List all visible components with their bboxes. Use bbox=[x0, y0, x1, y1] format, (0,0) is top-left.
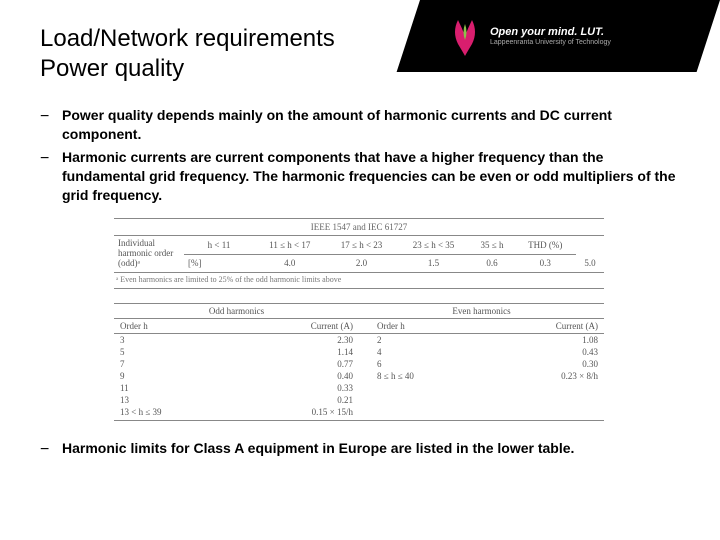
bullet-item: − Harmonic currents are current componen… bbox=[40, 148, 678, 205]
t1-h1: 11 ≤ h < 17 bbox=[254, 236, 326, 254]
t1-h3: 23 ≤ h < 35 bbox=[398, 236, 470, 254]
t2-col-order-r: Order h bbox=[359, 319, 482, 334]
harmonic-limits-table-2: Odd harmonics Even harmonics Order h Cur… bbox=[114, 303, 604, 421]
bullet-text-3: Harmonic limits for Class A equipment in… bbox=[62, 439, 574, 458]
bullet-item: − Power quality depends mainly on the am… bbox=[40, 106, 678, 144]
t2-cell: 9 bbox=[114, 370, 237, 382]
t2-col-order-l: Order h bbox=[114, 319, 237, 334]
t2-cell: 5 bbox=[114, 346, 237, 358]
dash-icon: − bbox=[40, 106, 62, 128]
t2-cell: 13 bbox=[114, 394, 237, 406]
harmonic-limits-table-1: Individual harmonic order (odd)ᵃ h < 11 … bbox=[114, 236, 604, 273]
logo-subline: Lappeenranta University of Technology bbox=[490, 39, 611, 46]
t1-v1: 2.0 bbox=[326, 254, 398, 272]
t2-cell: 0.77 bbox=[237, 358, 360, 370]
tables-container: IEEE 1547 and IEC 61727 Individual harmo… bbox=[114, 218, 604, 421]
dash-icon: − bbox=[40, 439, 62, 461]
table1-row-label: Individual harmonic order (odd)ᵃ bbox=[114, 236, 184, 272]
t2-cell: 2 bbox=[359, 334, 482, 347]
bullet-text-1: Power quality depends mainly on the amou… bbox=[62, 106, 678, 144]
t2-cell: 3 bbox=[114, 334, 237, 347]
t2-cell: 6 bbox=[359, 358, 482, 370]
bullet-item: − Harmonic limits for Class A equipment … bbox=[40, 439, 678, 461]
t2-cell: 7 bbox=[114, 358, 237, 370]
t2-cell: 4 bbox=[359, 346, 482, 358]
t2-cell: 11 bbox=[114, 382, 237, 394]
t2-cell: 0.21 bbox=[237, 394, 360, 406]
t2-cell: 0.23 × 8/h bbox=[482, 370, 605, 382]
t2-cell: 1.14 bbox=[237, 346, 360, 358]
t2-left-header: Odd harmonics bbox=[114, 304, 359, 319]
t1-h5: THD (%) bbox=[515, 236, 576, 254]
table1-footnote: ᵃ Even harmonics are limited to 25% of t… bbox=[114, 273, 604, 289]
t2-cell: 8 ≤ h ≤ 40 bbox=[359, 370, 482, 382]
t1-v0: 4.0 bbox=[254, 254, 326, 272]
t1-pct-label: [%] bbox=[184, 254, 254, 272]
t1-v2: 1.5 bbox=[398, 254, 470, 272]
dash-icon: − bbox=[40, 148, 62, 170]
t1-v3: 0.6 bbox=[470, 254, 515, 272]
bullet-text-2: Harmonic currents are current components… bbox=[62, 148, 678, 205]
t2-right-header: Even harmonics bbox=[359, 304, 604, 319]
t2-cell: 0.15 × 15/h bbox=[237, 406, 360, 421]
t2-cell: 13 < h ≤ 39 bbox=[114, 406, 237, 421]
t2-cell: 0.43 bbox=[482, 346, 605, 358]
t2-cell: 2.30 bbox=[237, 334, 360, 347]
t2-cell: 0.40 bbox=[237, 370, 360, 382]
university-logo: Open your mind. LUT. Lappeenranta Univer… bbox=[448, 6, 708, 66]
t1-h4: 35 ≤ h bbox=[470, 236, 515, 254]
table1-caption: IEEE 1547 and IEC 61727 bbox=[114, 218, 604, 236]
t1-h2: 17 ≤ h < 23 bbox=[326, 236, 398, 254]
t2-cell: 0.33 bbox=[237, 382, 360, 394]
t2-col-current-l: Current (A) bbox=[237, 319, 360, 334]
t1-v5: 5.0 bbox=[576, 254, 604, 272]
logo-tagline: Open your mind. LUT. bbox=[490, 26, 611, 38]
t2-cell: 0.30 bbox=[482, 358, 605, 370]
lut-logo-icon bbox=[448, 14, 482, 58]
t1-v4: 0.3 bbox=[515, 254, 576, 272]
t1-h0: h < 11 bbox=[184, 236, 254, 254]
t2-col-current-r: Current (A) bbox=[482, 319, 605, 334]
t2-cell: 1.08 bbox=[482, 334, 605, 347]
